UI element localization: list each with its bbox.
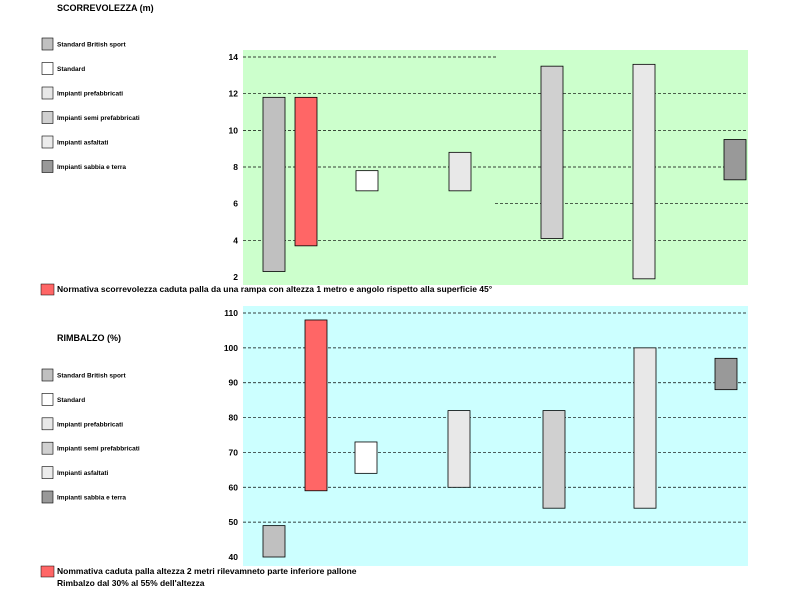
chart1-ytick-label: 6 [233, 199, 238, 209]
chart1-bar [294, 96, 318, 247]
chart1-legend-label: Impianti semi prefabbricati [57, 115, 140, 122]
chart1-norm-swatch [40, 283, 55, 296]
chart1-legend-label: Impianti prefabbricati [57, 91, 123, 98]
chart1-plot-area [243, 50, 748, 285]
chart2-ytick-label: 100 [224, 343, 238, 353]
chart1-bar [355, 170, 379, 192]
chart1-note-line: Normativa scorrevolezza caduta palla da … [57, 284, 493, 294]
chart1-bar [723, 139, 747, 181]
chart2-bar [354, 441, 378, 474]
chart1-legend-swatch [41, 37, 54, 51]
chart1-legend-swatch [41, 62, 54, 75]
chart1-legend-label: Standard British sport [57, 42, 126, 49]
chart2-ytick-label: 90 [229, 378, 239, 388]
chart2-ytick-label: 70 [229, 447, 239, 457]
chart2-title: RIMBALZO (%) [57, 333, 121, 343]
chart2-legend-label: Impianti semi prefabbricati [57, 446, 140, 453]
chart2-ytick-label: 50 [229, 517, 239, 527]
chart2-legend-label: Impianti sabbia e terra [57, 495, 126, 502]
chart2-bar [542, 410, 566, 509]
chart1-bar [540, 65, 564, 239]
chart2-legend-label: Impianti asfaltati [57, 470, 108, 477]
chart2-legend-swatch [41, 368, 54, 382]
chart2-ytick-label: 80 [229, 413, 239, 423]
chart2-legend-label: Standard [57, 397, 85, 404]
chart2-legend-swatch [41, 490, 54, 504]
chart1-ytick-label: 4 [233, 235, 238, 245]
chart1-legend-label: Impianti sabbia e terra [57, 164, 126, 171]
chart2-legend-swatch [41, 417, 54, 431]
chart2-legend-swatch [41, 393, 54, 406]
chart2-bar [447, 410, 471, 488]
chart1-ytick-label: 8 [233, 162, 238, 172]
chart2-ytick-label: 60 [229, 482, 239, 492]
chart2-legend-label: Impianti prefabbricati [57, 421, 123, 428]
chart2-bar [714, 357, 738, 391]
chart2-bar [262, 525, 286, 558]
chart1-legend-swatch [41, 111, 54, 124]
chart1-legend-swatch [41, 86, 54, 100]
chart2-note-line: Nommativa caduta palla altezza 2 metri r… [57, 566, 357, 576]
chart1-ytick-label: 14 [229, 52, 239, 62]
chart1-legend-label: Standard [57, 66, 85, 73]
chart2-legend-swatch [41, 441, 54, 455]
chart1-title: SCORREVOLEZZA (m) [57, 3, 154, 13]
chart1-ytick-label: 2 [233, 272, 238, 282]
chart2-ytick-label: 40 [229, 552, 239, 562]
chart2-legend-label: Standard British sport [57, 373, 126, 380]
chart2-bar [304, 319, 328, 492]
chart1-legend-label: Impianti asfaltati [57, 140, 108, 147]
chart1-bar [262, 96, 286, 272]
chart1-ytick-label: 12 [229, 89, 239, 99]
chart2-note-line: Rimbalzo dal 30% al 55% dell'altezza [57, 578, 205, 588]
chart2-bar [633, 347, 657, 509]
chart1-legend-swatch [41, 160, 54, 173]
chart2-norm-swatch [40, 565, 55, 578]
chart2-legend-swatch [41, 466, 54, 479]
chart1-bar [448, 151, 472, 192]
chart2-ytick-label: 110 [224, 308, 238, 318]
chart1-legend-swatch [41, 135, 54, 149]
chart1-bar [632, 63, 656, 280]
chart1-ytick-label: 10 [229, 125, 239, 135]
